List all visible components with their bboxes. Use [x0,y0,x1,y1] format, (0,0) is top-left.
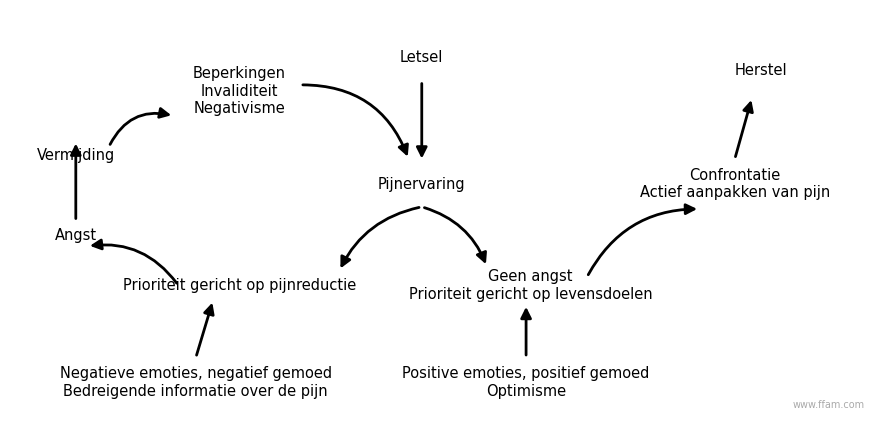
Text: Geen angst
Prioriteit gericht op levensdoelen: Geen angst Prioriteit gericht op levensd… [408,269,651,302]
Text: Vermijding: Vermijding [36,148,115,162]
Text: Negatieve emoties, negatief gemoed
Bedreigende informatie over de pijn: Negatieve emoties, negatief gemoed Bedre… [59,366,331,399]
Text: Herstel: Herstel [734,63,786,78]
Text: Angst: Angst [55,228,97,243]
Text: Positive emoties, positief gemoed
Optimisme: Positive emoties, positief gemoed Optimi… [402,366,649,399]
Text: Confrontatie
Actief aanpakken van pijn: Confrontatie Actief aanpakken van pijn [639,168,829,200]
Text: Pijnervaring: Pijnervaring [377,177,465,192]
Text: Prioriteit gericht op pijnreductie: Prioriteit gericht op pijnreductie [122,278,355,293]
Text: www.ffam.com: www.ffam.com [792,400,864,409]
Text: Beperkingen
Invaliditeit
Negativisme: Beperkingen Invaliditeit Negativisme [192,66,285,116]
Text: Letsel: Letsel [400,51,443,65]
